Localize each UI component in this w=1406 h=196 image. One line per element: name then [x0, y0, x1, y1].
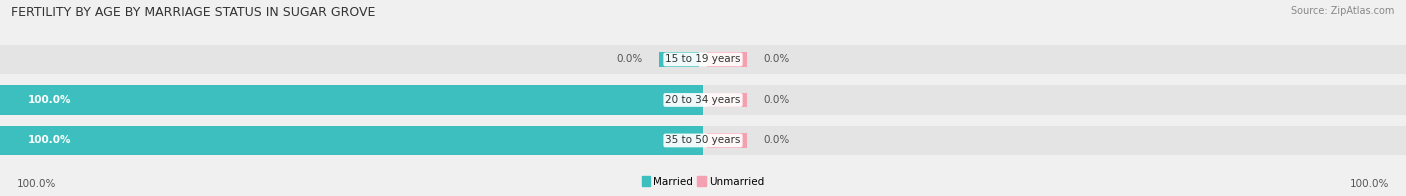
Text: 100.0%: 100.0% [28, 95, 72, 105]
Bar [0, 85, 1406, 114]
Bar [707, 52, 747, 67]
Text: 15 to 19 years: 15 to 19 years [665, 54, 741, 64]
Bar [0, 45, 1406, 74]
Text: 0.0%: 0.0% [616, 54, 643, 64]
Bar [0, 126, 1406, 155]
Text: 35 to 50 years: 35 to 50 years [665, 135, 741, 145]
Bar [659, 52, 699, 67]
Text: 0.0%: 0.0% [763, 135, 790, 145]
Legend: Married, Unmarried: Married, Unmarried [638, 172, 768, 191]
Text: 0.0%: 0.0% [763, 54, 790, 64]
Bar [0, 126, 703, 155]
Bar [707, 93, 747, 107]
Text: 100.0%: 100.0% [28, 135, 72, 145]
Text: 0.0%: 0.0% [763, 95, 790, 105]
Text: 20 to 34 years: 20 to 34 years [665, 95, 741, 105]
Text: 100.0%: 100.0% [17, 179, 56, 189]
Text: FERTILITY BY AGE BY MARRIAGE STATUS IN SUGAR GROVE: FERTILITY BY AGE BY MARRIAGE STATUS IN S… [11, 6, 375, 19]
Bar [0, 85, 703, 114]
Bar [659, 133, 699, 148]
Bar [659, 93, 699, 107]
Text: Source: ZipAtlas.com: Source: ZipAtlas.com [1291, 6, 1395, 16]
Text: 100.0%: 100.0% [1350, 179, 1389, 189]
Bar [707, 133, 747, 148]
